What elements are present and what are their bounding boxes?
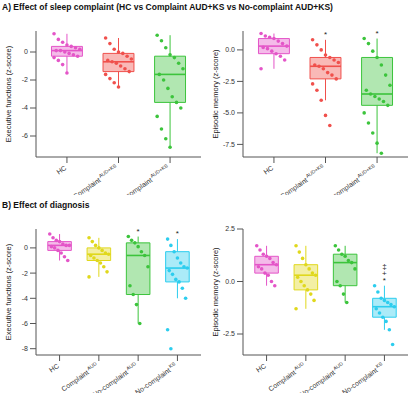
svg-text:*: * <box>137 229 140 236</box>
svg-text:-2.5: -2.5 <box>223 330 235 337</box>
svg-text:*: * <box>383 276 386 285</box>
svg-text:0.0: 0.0 <box>225 278 235 285</box>
svg-text:*: * <box>376 31 379 38</box>
svg-text:Executive functions (z-score): Executive functions (z-score) <box>8 243 13 340</box>
svg-text:2.5: 2.5 <box>225 225 235 232</box>
svg-text:-8: -8 <box>22 345 28 352</box>
html-text:A) Effect of sleep complaint (: A) Effect of sleep complaint (HC vs Comp… <box>2 2 333 12</box>
svg-text:0.0: 0.0 <box>225 46 235 53</box>
svg-text:ComplaintAUD+KS: ComplaintAUD+KS <box>278 162 327 195</box>
svg-text:HC: HC <box>255 362 267 374</box>
svg-text:Episodic memory (z-score): Episodic memory (z-score) <box>211 49 220 139</box>
svg-text:-6: -6 <box>22 320 28 327</box>
svg-text:-4: -4 <box>22 104 28 111</box>
svg-text:HC: HC <box>48 362 60 374</box>
svg-text:+: + <box>168 31 173 34</box>
svg-text:No-complaintAUD+KS: No-complaintAUD+KS <box>321 162 378 195</box>
svg-text:-2.5: -2.5 <box>223 78 235 85</box>
svg-text:-6: -6 <box>22 132 28 139</box>
svg-text:No-complaintKS: No-complaintKS <box>133 360 179 393</box>
svg-text:No-complaintKS: No-complaintKS <box>340 360 386 393</box>
svg-text:No-complaintAUD+KS: No-complaintAUD+KS <box>114 162 171 195</box>
svg-text:0: 0 <box>24 48 28 55</box>
svg-text:-2: -2 <box>22 270 28 277</box>
svg-text:No-complaintAUD: No-complaintAUD <box>90 360 139 393</box>
svg-text:ComplaintAUD+KS: ComplaintAUD+KS <box>71 162 120 195</box>
svg-text:0: 0 <box>24 244 28 251</box>
svg-text:No-complaintAUD: No-complaintAUD <box>297 360 346 393</box>
svg-text:*: * <box>324 31 327 39</box>
svg-text:-2: -2 <box>22 76 28 83</box>
svg-text:Executive functions (z-score): Executive functions (z-score) <box>8 45 13 142</box>
svg-text:Episodic memory (z-score): Episodic memory (z-score) <box>211 247 220 337</box>
svg-text:-4: -4 <box>22 295 28 302</box>
svg-text:-7.5: -7.5 <box>223 141 235 148</box>
svg-text:ComplaintAUD: ComplaintAUD <box>59 360 100 393</box>
svg-text:HC: HC <box>55 164 67 176</box>
svg-text:ComplaintAUD: ComplaintAUD <box>266 360 307 393</box>
html-text:B) Effect of diagnosis: B) Effect of diagnosis <box>2 200 90 210</box>
svg-text:HC: HC <box>262 164 274 176</box>
svg-text:*: * <box>176 229 179 238</box>
svg-text:-5.0: -5.0 <box>223 109 235 116</box>
